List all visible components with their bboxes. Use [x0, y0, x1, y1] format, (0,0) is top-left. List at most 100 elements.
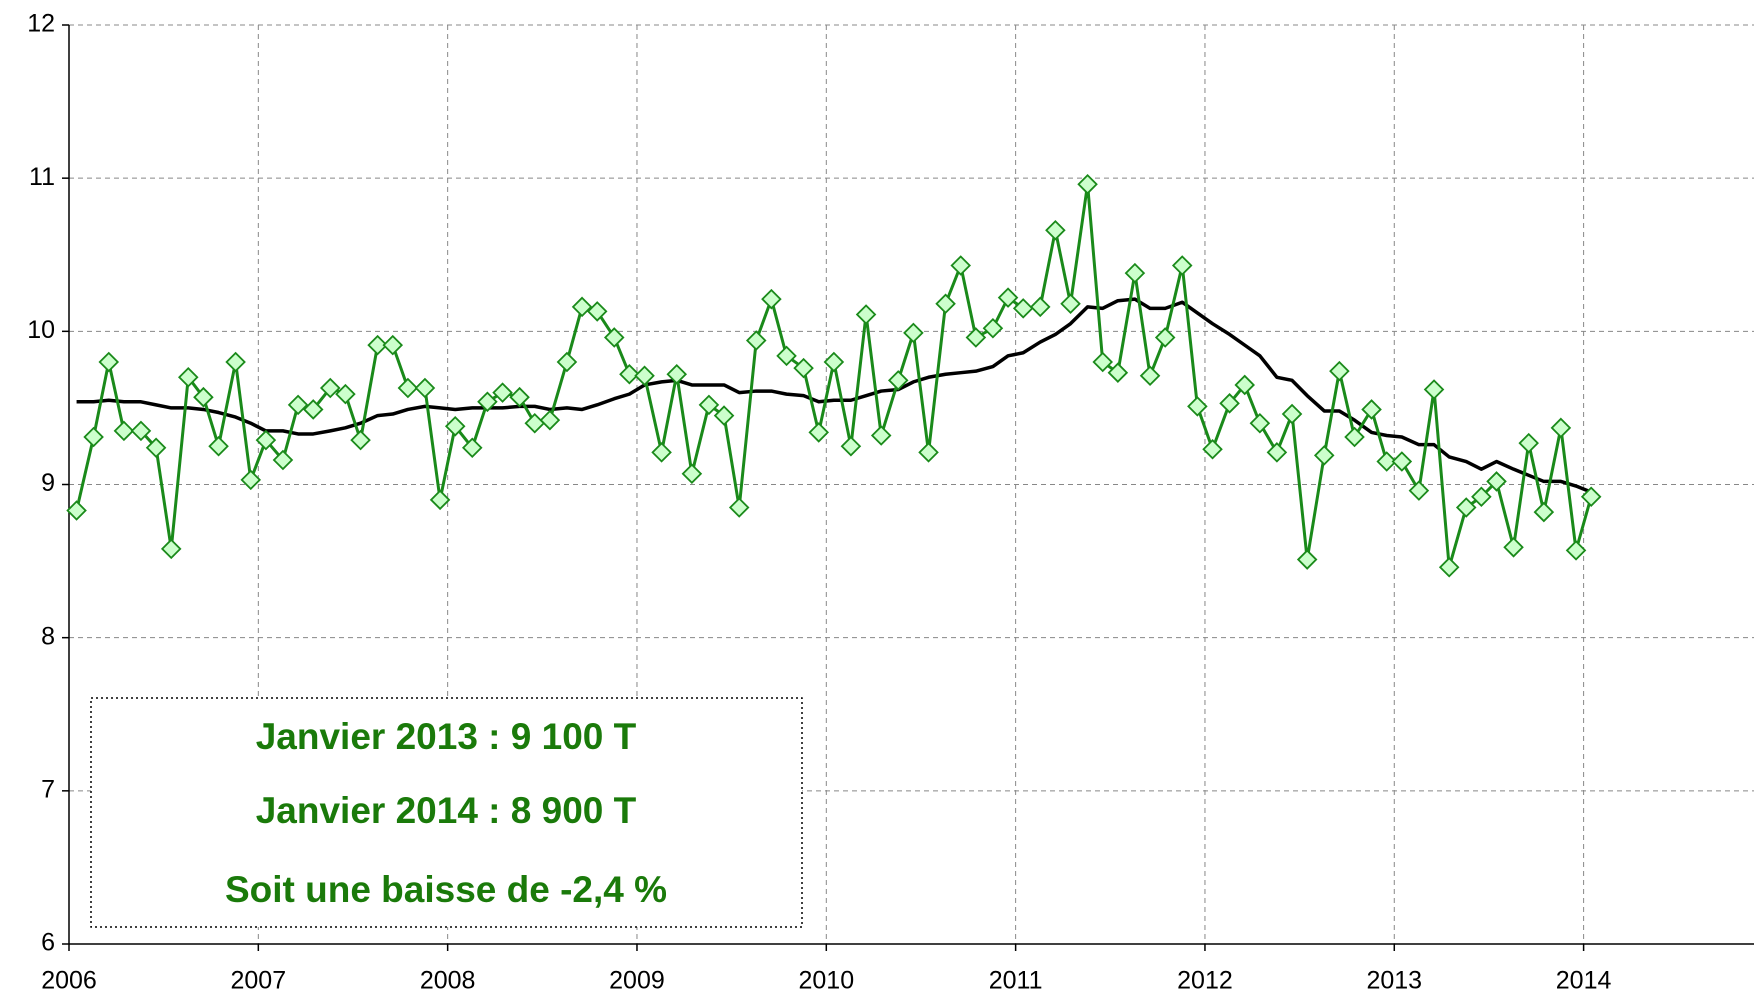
- marker: [681, 463, 703, 485]
- marker: [1249, 412, 1271, 434]
- marker: [83, 426, 104, 448]
- annotation-box: [90, 697, 803, 928]
- marker: [1139, 365, 1161, 387]
- marker: [713, 405, 735, 426]
- marker: [429, 489, 451, 511]
- marker: [319, 377, 341, 399]
- marker: [397, 377, 419, 399]
- marker: [745, 330, 767, 351]
- marker: [160, 538, 182, 560]
- marker: [444, 416, 466, 437]
- marker: [965, 327, 987, 348]
- marker: [178, 367, 199, 388]
- y-tick-label: 10: [27, 316, 55, 344]
- marker: [382, 334, 404, 356]
- marker: [113, 420, 135, 442]
- x-tick-label: 2009: [609, 967, 665, 995]
- marker: [1533, 501, 1555, 523]
- marker: [776, 345, 797, 367]
- marker: [1234, 374, 1255, 396]
- marker: [130, 420, 152, 442]
- marker: [66, 500, 87, 521]
- marker: [603, 327, 625, 348]
- x-tick-label: 2008: [420, 967, 476, 995]
- marker: [193, 386, 214, 408]
- x-tick-label: 2006: [41, 967, 97, 995]
- marker: [1503, 537, 1524, 558]
- annotation: Janvier 2013 : 9 100 T: [256, 716, 637, 757]
- marker: [666, 363, 688, 385]
- marker: [1344, 426, 1365, 448]
- marker: [1313, 445, 1335, 466]
- x-tick-label: 2007: [231, 967, 287, 995]
- y-tick-label: 12: [27, 10, 55, 38]
- marker: [950, 255, 971, 276]
- marker: [823, 351, 845, 373]
- marker: [1012, 298, 1034, 319]
- marker: [1423, 379, 1445, 400]
- marker: [1029, 296, 1051, 318]
- marker: [208, 435, 229, 457]
- marker: [1455, 497, 1477, 518]
- marker: [1438, 556, 1460, 578]
- marker: [1077, 174, 1098, 195]
- marker: [1045, 219, 1066, 241]
- marker: [634, 365, 655, 387]
- marker: [1376, 451, 1397, 472]
- marker: [619, 363, 640, 385]
- marker: [1281, 403, 1303, 425]
- series-line: [76, 297, 1592, 494]
- marker: [808, 422, 830, 443]
- marker: [1154, 327, 1176, 348]
- marker: [1171, 255, 1193, 276]
- marker: [556, 351, 578, 373]
- y-tick-label: 8: [41, 622, 55, 650]
- marker: [461, 437, 483, 459]
- marker: [1296, 549, 1318, 570]
- marker: [935, 293, 956, 315]
- marker: [887, 370, 909, 391]
- marker: [918, 442, 939, 463]
- marker: [1391, 451, 1413, 472]
- x-tick-label: 2010: [798, 967, 854, 995]
- marker: [145, 437, 167, 459]
- marker: [761, 288, 782, 310]
- marker: [1124, 262, 1146, 284]
- marker: [728, 497, 750, 518]
- marker: [1408, 480, 1430, 501]
- y-tick-label: 6: [41, 929, 55, 957]
- marker: [840, 435, 862, 457]
- marker: [1361, 399, 1382, 420]
- marker: [571, 296, 593, 318]
- x-tick-label: 2014: [1556, 967, 1612, 995]
- marker: [335, 383, 356, 405]
- marker: [492, 382, 513, 403]
- marker: [287, 394, 309, 416]
- x-tick-label: 2013: [1366, 967, 1422, 995]
- marker: [793, 357, 814, 379]
- marker: [1565, 540, 1587, 561]
- marker: [1329, 360, 1350, 382]
- marker: [651, 442, 672, 463]
- annotation: Janvier 2014 : 8 900 T: [256, 790, 637, 831]
- marker: [524, 412, 546, 434]
- marker: [1550, 417, 1572, 439]
- annotation: Soit une baisse de -2,4 %: [225, 869, 667, 910]
- marker: [855, 304, 877, 325]
- marker: [255, 429, 277, 451]
- marker: [509, 386, 530, 408]
- marker: [98, 351, 120, 373]
- marker: [367, 334, 388, 356]
- marker: [1518, 432, 1539, 454]
- marker: [586, 301, 608, 322]
- marker: [225, 351, 246, 373]
- x-tick-label: 2012: [1177, 967, 1233, 995]
- marker: [1219, 393, 1240, 414]
- marker: [414, 377, 436, 399]
- marker: [1471, 486, 1492, 508]
- y-tick-label: 9: [41, 469, 55, 497]
- marker: [870, 425, 892, 446]
- marker: [240, 469, 262, 491]
- marker: [698, 394, 720, 416]
